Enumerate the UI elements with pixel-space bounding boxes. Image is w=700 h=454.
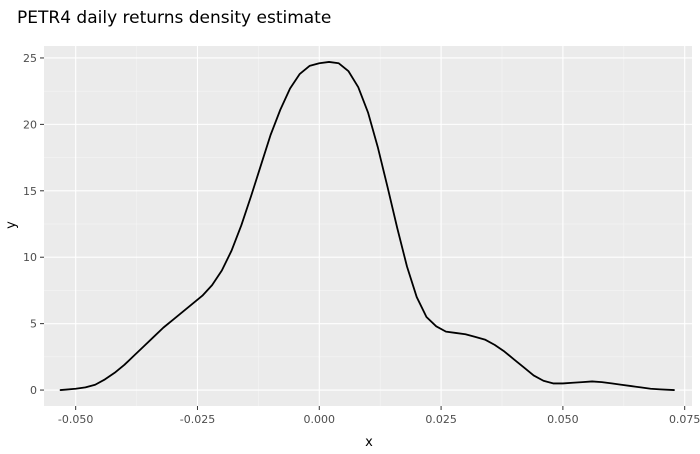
y-tick-label: 15 [23,185,37,198]
x-axis-title: x [365,435,373,450]
x-tick-label: 0.025 [425,413,457,426]
chart-title: PETR4 daily returns density estimate [17,8,331,28]
y-axis-ticks: 0 5 10 15 20 25 [23,52,44,397]
y-axis-title: y [4,221,19,229]
x-tick-label: -0.050 [58,413,93,426]
y-tick-label: 20 [23,118,37,131]
x-axis-ticks: -0.050 -0.025 0.000 0.025 0.050 0.075 [58,406,700,426]
density-line [59,61,675,391]
x-tick-label: -0.025 [180,413,215,426]
y-tick-label: 10 [23,251,37,264]
x-tick-label: 0.050 [547,413,579,426]
y-tick-label: 25 [23,52,37,65]
minor-gridlines [44,46,692,406]
major-gridlines [44,46,692,406]
x-tick-label: 0.000 [304,413,336,426]
x-tick-label: 0.075 [669,413,700,426]
y-tick-label: 0 [30,384,37,397]
plot-panel [44,46,692,406]
y-tick-label: 5 [30,318,37,331]
